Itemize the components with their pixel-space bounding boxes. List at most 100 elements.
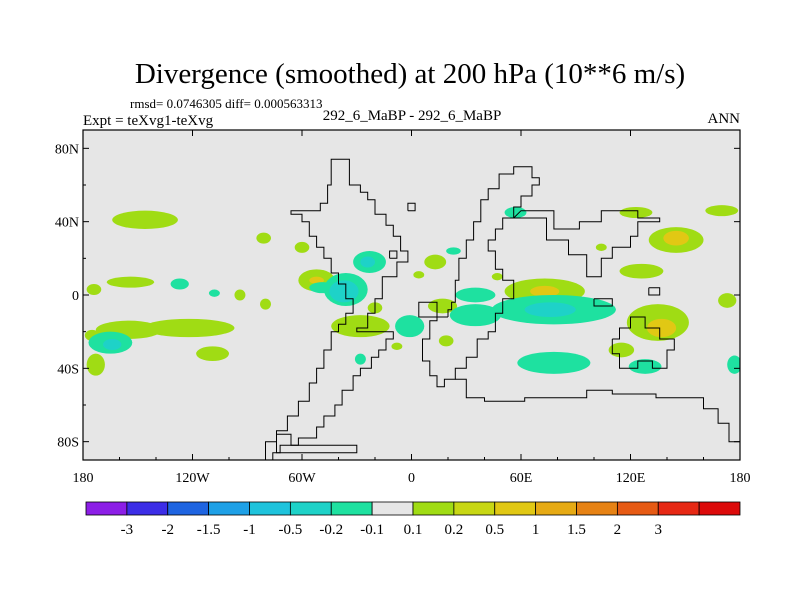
contour-blob (309, 276, 324, 285)
colorbar-label: -0.1 (360, 522, 384, 538)
colorbar-swatch (289, 501, 332, 516)
colorbar-label: -1 (243, 522, 256, 538)
colorbar-label: 0.1 (404, 522, 423, 538)
coastline-segment (407, 202, 416, 212)
season-label: ANN (708, 111, 741, 127)
x-tick-label: 120W (175, 471, 210, 486)
colorbar-swatch (85, 501, 128, 516)
colorbar-swatch (616, 501, 659, 516)
contour-blob (260, 298, 271, 310)
contour-blob (329, 280, 359, 303)
y-tick-label: 80S (57, 436, 79, 451)
x-tick-label: 120E (616, 471, 646, 486)
colorbar-swatch (167, 501, 210, 516)
contour-blob (628, 359, 662, 374)
colorbar-swatch (412, 501, 455, 516)
contour-blob (331, 315, 390, 338)
coastline-segment (611, 316, 675, 369)
contour-blob (170, 278, 189, 290)
colorbar-label: 2 (614, 522, 622, 538)
contour-blob (106, 276, 155, 288)
x-tick-label: 0 (408, 471, 415, 486)
contour-blob (504, 207, 527, 218)
colorbar-label: 1 (532, 522, 540, 538)
contour-blob (424, 254, 447, 270)
contour-blob (449, 304, 501, 327)
contour-blob (354, 353, 366, 365)
contour-blob (196, 346, 229, 361)
colorbar-label: -0.2 (319, 522, 343, 538)
contour-blob (391, 342, 403, 351)
x-tick-label: 180 (730, 471, 751, 486)
colorbar-swatch (576, 501, 618, 516)
y-tick-label: 0 (72, 289, 79, 304)
coastlines (225, 158, 740, 460)
contour-blob (530, 285, 560, 297)
colorbar-swatch (657, 501, 700, 516)
case-label: 292_6_MaBP - 292_6_MaBP (323, 108, 502, 124)
contour-blob (103, 339, 122, 350)
contour-blob (86, 284, 102, 295)
colorbar-label: -0.5 (279, 522, 303, 538)
contour-blob (112, 210, 178, 229)
coastline-segment (593, 298, 613, 307)
coastline-segment (513, 210, 661, 278)
colorbar-label: 0.5 (485, 522, 504, 538)
coastline-segment (418, 166, 540, 388)
contour-blob (517, 351, 591, 374)
x-tick-label: 180 (73, 471, 94, 486)
colorbar-label: -3 (121, 522, 134, 538)
contour-blob (413, 271, 425, 279)
map-background (83, 130, 740, 460)
colorbar-swatch (208, 501, 250, 516)
contour-blob (438, 335, 454, 347)
stats-text: rmsd= 0.0746305 diff= 0.000563313 (130, 96, 322, 111)
colorbar-swatch (535, 501, 577, 516)
contour-blob (455, 287, 496, 303)
contour-blob (143, 318, 235, 338)
colorbar-swatch (249, 501, 291, 516)
contour-blob (446, 247, 461, 255)
experiment-label: Expt = teXvg1-teXvg (83, 113, 214, 129)
colorbar-swatch (698, 501, 741, 516)
contour-blob (595, 243, 607, 251)
contour-blob (86, 353, 105, 376)
chart-title: Divergence (smoothed) at 200 hPa (10**6 … (135, 58, 685, 90)
colorbar-swatch (126, 501, 169, 516)
contour-blob (395, 315, 425, 338)
y-axis: 80N 40N 0 40S 80S (55, 142, 740, 451)
coastline-segment (648, 287, 661, 296)
contour-blob (491, 273, 503, 281)
contour-blob (524, 302, 576, 317)
colorbar: -3 -2 -1.5 -1 -0.5 -0.2 -0.1 0.1 0.2 0.5 1 1.5 2 3 (85, 501, 741, 538)
contour-blob (646, 318, 677, 338)
colorbar-swatch (330, 501, 373, 516)
colorbar-label: -1.5 (197, 522, 221, 538)
y-tick-label: 80N (55, 142, 79, 157)
contour-blob (727, 355, 740, 374)
x-tick-label: 60W (288, 471, 316, 486)
colorbar-label: 3 (655, 522, 663, 538)
coastline-segment (225, 158, 409, 460)
contour-blob (294, 241, 310, 253)
contour-blob (208, 289, 220, 297)
x-tick-label: 60E (510, 471, 533, 486)
colorbar-label: -2 (162, 522, 175, 538)
colorbar-label: 0.2 (445, 522, 464, 538)
coastline-segment (389, 250, 398, 259)
colorbar-swatch (494, 501, 537, 516)
coastline-segment (455, 378, 740, 443)
coastline-segment (276, 433, 358, 454)
contour-blob (360, 256, 376, 268)
contour-blob (619, 263, 664, 279)
colorbar-swatch (371, 501, 414, 516)
contour-blob (718, 293, 737, 308)
contour-blob (663, 230, 689, 246)
contour-blob (705, 205, 739, 217)
y-tick-label: 40N (55, 216, 79, 231)
contour-blob (619, 207, 653, 218)
x-axis: 180 120W 60W 0 60E 120E 180 (73, 130, 751, 486)
colorbar-label: 1.5 (567, 522, 586, 538)
contour-blob (234, 289, 246, 301)
